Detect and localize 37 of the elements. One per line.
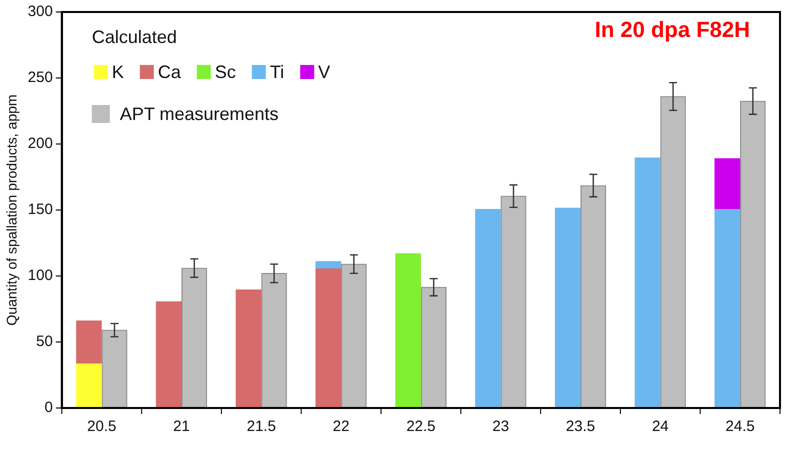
legend-label: K [112,62,124,82]
x-tick-label: 24.5 [726,418,755,436]
legend-label: Ca [158,62,182,82]
legend-label: V [318,62,330,82]
legend-title: Calculated [92,26,177,47]
y-tick-label: 300 [28,3,53,20]
bar [634,158,660,408]
bar [76,363,102,408]
bar [76,320,102,364]
y-tick-label: 50 [36,333,53,350]
x-tick-label: 23 [492,418,510,436]
y-tick-label: 150 [28,201,53,218]
bar [395,253,421,408]
y-tick-label: 100 [28,267,53,284]
y-tick-label: 0 [44,399,53,416]
bar [554,208,581,408]
x-tick-label: 20.5 [87,418,116,436]
bar [714,158,740,210]
y-tick-label: 250 [28,69,53,86]
legend-label: Sc [214,62,236,82]
legend-label: APT measurements [120,104,279,124]
x-tick-label: 21 [173,418,190,436]
y-axis-title: Quantity of spallation products, appm [3,94,20,326]
y-tick-label: 200 [28,135,53,152]
x-tick-label: 23.5 [566,418,596,436]
x-tick-label: 22.5 [406,418,436,436]
bar [156,301,182,408]
bar [714,209,740,408]
bar [475,209,501,408]
bar [316,261,342,270]
legend-label: Ti [270,62,284,82]
bar [316,268,342,408]
chart-title: In 20 dpa F82H [594,17,750,42]
x-tick-label: 21.5 [246,418,276,436]
x-tick-label: 24 [652,418,669,436]
x-tick-label: 22 [332,418,350,436]
bar [236,290,262,408]
